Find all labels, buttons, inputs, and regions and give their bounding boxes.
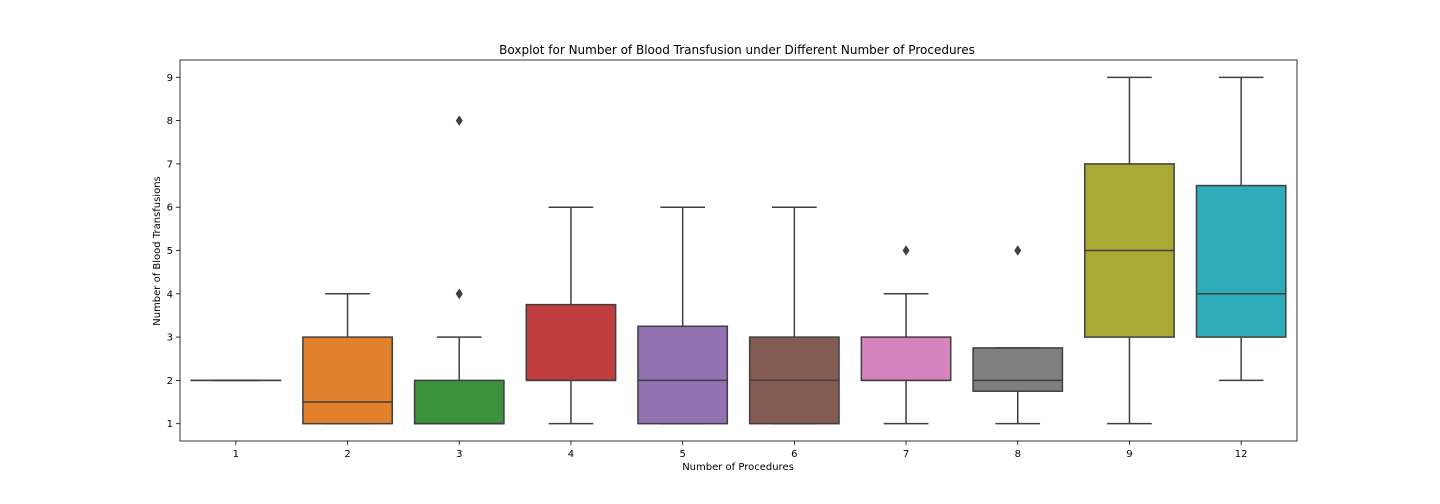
x-tick-label: 9	[1126, 449, 1132, 460]
y-tick-label: 1	[167, 419, 173, 430]
box-5	[637, 325, 729, 425]
box-12	[1195, 184, 1287, 338]
x-tick-label: 4	[568, 449, 574, 460]
outlier-point	[455, 288, 463, 300]
x-tick-label: 12	[1235, 449, 1248, 460]
x-tick-label: 8	[1015, 449, 1021, 460]
x-tick-label: 1	[233, 449, 239, 460]
outlier-point	[1014, 245, 1022, 256]
x-tick-label: 3	[456, 449, 462, 460]
y-axis-label: Number of Blood Transfusions	[152, 176, 163, 326]
box-2	[302, 336, 393, 425]
box-4	[525, 303, 617, 382]
x-tick-label: 2	[344, 449, 350, 460]
x-tick-label: 6	[791, 449, 797, 460]
outlier-point	[455, 115, 463, 126]
y-tick-label: 8	[167, 116, 173, 127]
box-7	[860, 336, 952, 382]
x-axis-label: Number of Procedures	[682, 462, 794, 473]
chart-title: Boxplot for Number of Blood Transfusion …	[499, 43, 975, 57]
x-tick-label: 5	[679, 449, 685, 460]
box-3	[413, 379, 505, 425]
y-tick-label: 2	[167, 376, 173, 387]
box-8	[972, 347, 1064, 392]
y-tick-label: 7	[167, 159, 173, 170]
axes-frame	[179, 59, 1298, 442]
x-tick-label: 7	[903, 449, 909, 460]
y-tick-label: 3	[167, 333, 173, 344]
y-tick-label: 6	[167, 203, 173, 214]
y-tick-label: 4	[167, 289, 173, 300]
outlier-point	[902, 245, 910, 256]
y-tick-label: 5	[167, 246, 173, 257]
y-tick-label: 9	[167, 73, 173, 84]
